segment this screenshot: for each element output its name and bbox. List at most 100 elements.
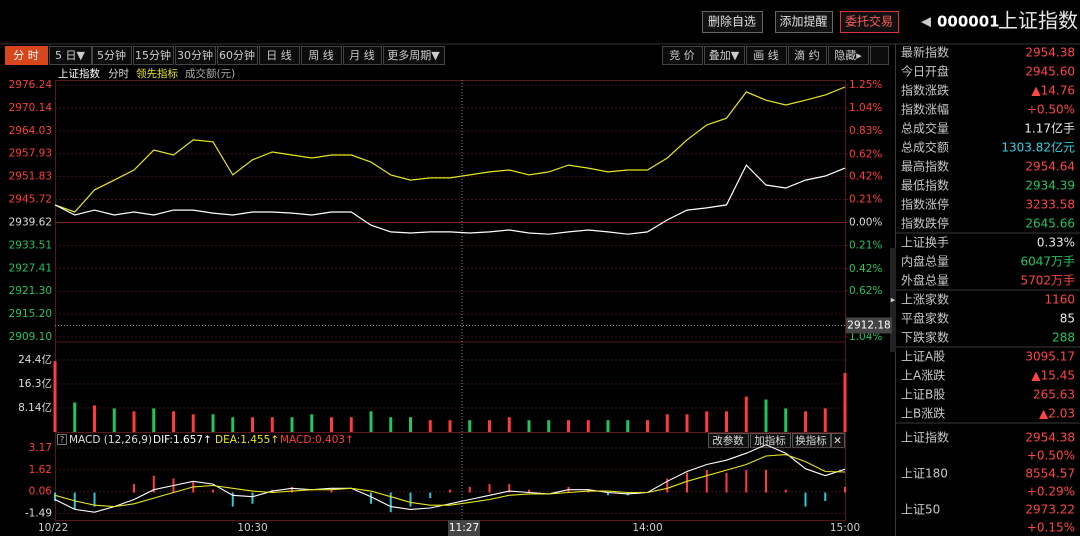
macd-bar [705, 470, 708, 493]
tool-button[interactable] [828, 46, 869, 65]
tool-button-label[interactable]: 滴 约 [794, 48, 820, 62]
toolbar-button[interactable] [775, 11, 833, 33]
period-tab[interactable] [5, 46, 48, 65]
quote-label: 指数跌停 [901, 216, 949, 231]
index-label: 上证180 [901, 467, 948, 481]
macd-title: MACD (12,26,9) [69, 434, 152, 446]
macd-bar [212, 489, 214, 493]
tool-button[interactable] [662, 46, 703, 65]
macd-bar [824, 492, 827, 501]
y-tick-label: 0.06 [29, 486, 53, 498]
macd-line [54, 454, 846, 508]
y2-tick-label: 0.21% [849, 240, 882, 252]
quote-label: 最新指数 [901, 45, 949, 60]
period-tab[interactable] [301, 46, 342, 65]
period-tab-label[interactable]: 分 时 [13, 49, 39, 62]
toolbar-button-label[interactable]: 委托交易 [845, 14, 893, 29]
macd-value: DIF:1.657↑ [153, 434, 212, 446]
indicator-button-label[interactable]: 加指标 [754, 434, 786, 447]
volume-bar [349, 417, 353, 432]
toolbar-button[interactable] [840, 11, 899, 33]
period-tab[interactable] [92, 46, 132, 65]
period-tab-label[interactable]: 60分钟 [219, 48, 255, 62]
period-tab[interactable] [49, 46, 92, 65]
period-tab-label[interactable]: 月 线 [349, 48, 375, 62]
back-arrow[interactable]: ◀ [921, 15, 931, 30]
macd-bar [765, 470, 767, 493]
y-tick-label: 8.14亿 [18, 401, 52, 414]
toolbar-button-label[interactable]: 删除自选 [708, 14, 756, 29]
period-tab-label[interactable]: 30分钟 [177, 48, 213, 62]
tool-button-label[interactable]: 竞 价 [669, 48, 695, 62]
tool-button[interactable] [704, 46, 745, 65]
quote-label: 上证B股 [901, 388, 945, 402]
y2-tick-label: 0.00% [849, 217, 882, 229]
y-tick-label: 2970.14 [9, 102, 53, 114]
collapse-tab[interactable] [890, 248, 896, 352]
quote-label: 指数涨幅 [901, 102, 949, 117]
fullscreen-button[interactable] [870, 46, 889, 65]
tool-button-label[interactable]: 叠加▼ [709, 49, 740, 62]
macd-bar [330, 489, 333, 493]
period-tab-label[interactable]: 5 日▼ [55, 49, 85, 62]
macd-bar [725, 472, 728, 493]
indicator-button[interactable] [792, 433, 831, 448]
x-tick-label: 15:00 [830, 522, 860, 534]
indicator-button-label[interactable]: ✕ [833, 435, 842, 447]
volume-bar [586, 420, 590, 432]
period-tab-label[interactable]: 周 线 [308, 48, 334, 62]
y2-tick-label: 0.42% [849, 170, 882, 182]
period-tab-label[interactable]: 5分钟 [97, 48, 126, 62]
y2-tick-label: 0.62% [849, 148, 882, 160]
quote-label: 上A涨跌 [901, 368, 945, 383]
period-tab-label[interactable]: 15分钟 [135, 48, 171, 62]
tool-button-label[interactable]: 画 线 [753, 48, 779, 62]
help-icon[interactable] [57, 434, 67, 445]
toolbar-button[interactable] [702, 11, 763, 33]
index-change: +0.15% [1027, 521, 1075, 535]
tool-button[interactable] [788, 46, 827, 65]
volume-bar [448, 420, 452, 432]
indicator-button-label[interactable]: 改参数 [712, 434, 744, 447]
toolbar-button-label[interactable]: 添加提醒 [779, 14, 827, 29]
y-tick-label: 2927.41 [9, 262, 52, 274]
period-tab[interactable] [343, 46, 382, 65]
content: 删除自选 添加提醒 委托交易分 时 5 日▼ 5分钟 15分钟 30分钟 60分钟日 线 周 线… [5, 11, 1080, 536]
macd-bar [409, 492, 412, 507]
period-tab[interactable] [217, 46, 258, 65]
period-tab-label[interactable]: 日 线 [266, 48, 292, 62]
indicator-button[interactable] [708, 433, 749, 448]
period-tab[interactable] [259, 46, 300, 65]
quote-label: 平盘家数 [901, 311, 949, 326]
collapse-arrow[interactable]: ▸ [891, 296, 896, 306]
period-tab[interactable] [383, 46, 445, 65]
tool-button-label[interactable]: 隐藏▸ [834, 49, 862, 62]
quote-label: 上涨家数 [901, 292, 949, 307]
y2-tick-label: 1.04% [849, 102, 882, 114]
indicator-button[interactable] [750, 433, 791, 448]
y-tick-label: 2945.72 [9, 194, 52, 206]
volume-bar [764, 399, 768, 432]
y-tick-label: 2976.24 [9, 79, 53, 91]
index-value: 8554.57 [1025, 467, 1075, 481]
quote-value: 5702万手 [1020, 274, 1075, 288]
quote-label: 内盘总量 [901, 254, 949, 269]
indicator-button-label[interactable]: 换指标 [795, 434, 827, 447]
volume-bar [646, 420, 649, 432]
quote-label: 指数涨停 [901, 197, 949, 212]
period-tab-label[interactable]: 更多周期▼ [387, 48, 440, 62]
indicator-button[interactable] [831, 433, 845, 448]
tool-button[interactable] [746, 46, 787, 65]
quote-value: 1160 [1044, 293, 1075, 307]
volume-bar [507, 417, 511, 432]
period-tab[interactable] [175, 46, 216, 65]
macd-bar [152, 475, 155, 493]
period-tab[interactable] [133, 46, 174, 65]
quote-value: 2645.66 [1025, 217, 1075, 231]
help-label[interactable]: ? [60, 436, 65, 446]
macd-line [54, 444, 846, 513]
crosshair-x-box [448, 520, 480, 536]
volume-bar [369, 411, 373, 432]
quote-value: 2934.39 [1025, 179, 1075, 193]
volume-bar [725, 411, 728, 432]
